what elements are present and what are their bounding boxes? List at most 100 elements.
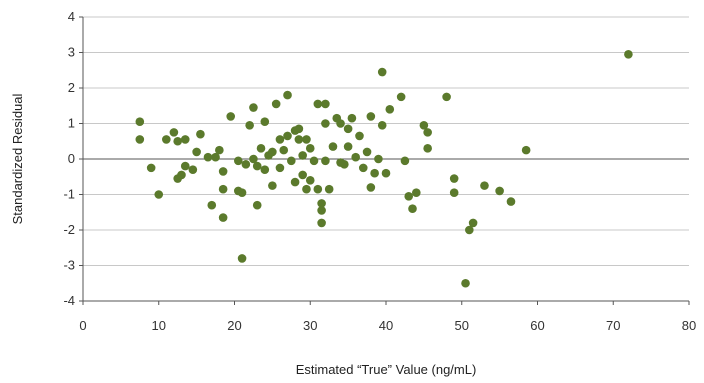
data-point bbox=[396, 92, 406, 102]
data-point bbox=[283, 131, 292, 141]
data-point bbox=[423, 128, 432, 137]
data-point bbox=[260, 117, 270, 127]
data-point bbox=[162, 135, 171, 144]
data-point bbox=[347, 113, 357, 123]
data-point bbox=[252, 200, 262, 210]
data-point bbox=[249, 103, 258, 112]
y-tick-label: 0 bbox=[68, 151, 75, 166]
x-tick-label: 40 bbox=[379, 318, 393, 333]
data-point bbox=[241, 160, 251, 169]
data-point bbox=[271, 99, 281, 109]
data-point bbox=[173, 136, 182, 146]
data-point bbox=[374, 154, 383, 164]
data-point bbox=[252, 161, 262, 171]
data-point bbox=[480, 181, 489, 190]
data-point bbox=[412, 188, 421, 198]
data-point bbox=[404, 191, 414, 201]
x-axis-title: Estimated “True” Value (ng/mL) bbox=[296, 362, 477, 377]
data-point bbox=[203, 152, 213, 162]
data-point bbox=[362, 147, 372, 157]
data-point bbox=[442, 92, 451, 102]
data-point bbox=[287, 156, 296, 166]
data-point bbox=[381, 168, 391, 178]
data-point bbox=[302, 135, 311, 144]
data-point bbox=[218, 213, 228, 222]
x-tick-label: 0 bbox=[79, 318, 86, 333]
data-point bbox=[226, 112, 236, 121]
data-point bbox=[366, 183, 376, 192]
data-point bbox=[245, 120, 254, 130]
data-point bbox=[317, 206, 326, 215]
y-tick-label: 4 bbox=[68, 9, 75, 24]
data-point bbox=[283, 90, 292, 100]
data-point bbox=[237, 254, 247, 263]
x-tick-label: 10 bbox=[152, 318, 166, 333]
data-point bbox=[298, 170, 307, 180]
data-point bbox=[495, 186, 504, 196]
data-point bbox=[298, 151, 307, 160]
data-points bbox=[135, 49, 633, 288]
y-tick-label: -2 bbox=[63, 222, 75, 237]
x-tick-label: 60 bbox=[530, 318, 544, 333]
data-point bbox=[385, 105, 395, 114]
data-point bbox=[624, 49, 633, 59]
data-point bbox=[370, 168, 379, 178]
data-point bbox=[313, 184, 323, 194]
data-point bbox=[408, 204, 417, 213]
data-point bbox=[521, 145, 531, 155]
data-point bbox=[465, 225, 474, 235]
data-point bbox=[218, 167, 228, 176]
y-tick-label: 3 bbox=[68, 45, 75, 60]
x-tick-label: 20 bbox=[227, 318, 241, 333]
data-point bbox=[324, 184, 334, 194]
data-point bbox=[321, 119, 330, 128]
y-tick-label: -4 bbox=[63, 293, 75, 308]
data-point bbox=[188, 165, 198, 174]
data-point bbox=[279, 145, 289, 155]
data-point bbox=[305, 176, 315, 185]
data-point bbox=[275, 135, 285, 144]
data-point bbox=[340, 160, 349, 169]
data-point bbox=[328, 142, 338, 151]
y-tick-label: 1 bbox=[68, 116, 75, 131]
data-point bbox=[215, 145, 224, 155]
data-point bbox=[294, 135, 304, 144]
data-point bbox=[366, 112, 376, 121]
y-tick-label: -1 bbox=[63, 187, 75, 202]
axes bbox=[79, 16, 690, 305]
y-tick-label: -3 bbox=[63, 258, 75, 273]
data-point bbox=[355, 131, 364, 141]
data-point bbox=[343, 124, 353, 134]
data-point bbox=[305, 144, 315, 153]
data-point bbox=[290, 177, 300, 187]
data-point bbox=[336, 119, 345, 128]
data-point bbox=[313, 99, 323, 109]
data-point bbox=[233, 156, 243, 166]
data-point bbox=[419, 120, 429, 130]
data-point bbox=[449, 174, 459, 183]
data-point bbox=[177, 170, 186, 180]
data-point bbox=[449, 188, 459, 198]
data-point bbox=[461, 278, 470, 288]
data-point bbox=[343, 142, 353, 151]
data-point bbox=[309, 156, 319, 166]
data-point bbox=[207, 200, 217, 210]
data-point bbox=[260, 165, 270, 174]
y-tick-label: 2 bbox=[68, 80, 75, 95]
data-point bbox=[180, 135, 190, 144]
data-point bbox=[218, 184, 228, 194]
data-point bbox=[169, 128, 179, 137]
data-point bbox=[302, 184, 311, 194]
data-point bbox=[135, 135, 145, 144]
data-point bbox=[321, 156, 330, 166]
x-tick-label: 80 bbox=[682, 318, 696, 333]
data-point bbox=[249, 154, 258, 164]
data-point bbox=[317, 218, 326, 228]
data-point bbox=[468, 218, 478, 228]
data-point bbox=[268, 147, 277, 157]
data-point bbox=[146, 163, 156, 173]
data-point bbox=[377, 120, 387, 130]
x-tick-label: 70 bbox=[606, 318, 620, 333]
